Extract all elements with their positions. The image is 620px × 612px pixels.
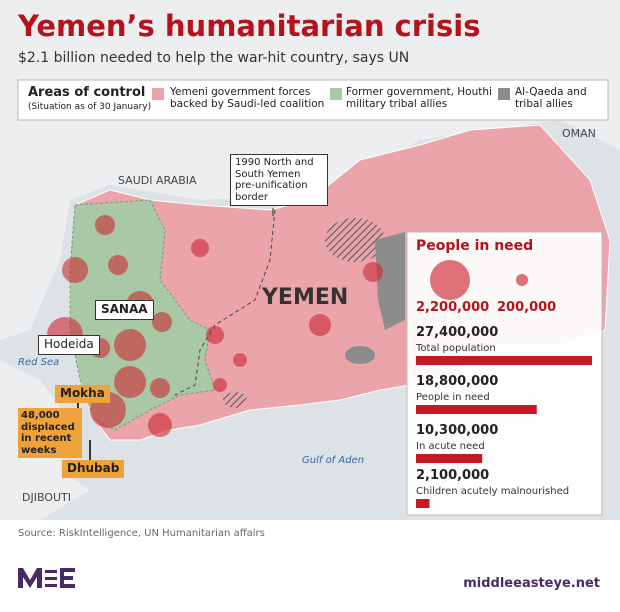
logo [18,568,75,588]
need-circle [114,366,146,398]
city-label: Dhubab [62,460,125,478]
legend-swatch [152,88,164,100]
country-label: YEMEN [262,285,349,310]
need-circle [309,314,331,336]
stat-caption: Total population [416,343,496,354]
size-legend-label: 2,200,000 [416,300,490,315]
sea-label: Gulf of Aden [302,455,365,466]
need-circle [363,262,383,282]
aq-area [345,346,375,364]
stat-bar [416,454,483,463]
legend-item: Yemeni government forces backed by Saudi… [170,86,325,111]
stat-caption: In acute need [416,441,485,452]
city-label: SANAA [95,300,154,320]
pre-unification-border [174,209,276,396]
legend-note: (Situation as of 30 January) [28,102,152,112]
size-legend-label: 200,000 [497,300,557,315]
stat-caption: Children acutely malnourished [416,486,570,497]
need-circle [108,255,128,275]
logo-part [18,568,42,588]
panel-marks [416,260,592,508]
country-label: DJIBOUTI [22,491,71,504]
aq-hatched-area [223,392,247,408]
logo-part [60,568,75,588]
footer-band [0,520,620,612]
legend-item: Former government, Houthi military triba… [346,86,492,111]
stat-value: 10,300,000 [416,423,499,438]
need-circle [191,239,209,257]
stat-bar [416,356,592,365]
city-label: Mokha [55,385,110,403]
logo-part [45,577,57,580]
stat-value: 27,400,000 [416,325,499,340]
legend-swatch [330,88,342,100]
logo-part [45,570,57,573]
callout: 1990 North and South Yemen pre-unificati… [230,154,328,206]
logo-part [18,568,23,588]
stat-bar [416,405,537,414]
need-circle [206,326,224,344]
logo-part [45,584,57,587]
need-circles [47,215,383,437]
country-label: SAUDI ARABIA [118,174,197,187]
city-label: Hodeida [38,335,100,355]
stat-value: 2,100,000 [416,468,490,483]
sea-label: Red Sea [18,357,60,368]
stat-value: 18,800,000 [416,374,499,389]
need-circle [114,329,146,361]
subtitle: $2.1 billion needed to help the war-hit … [18,50,410,66]
url: middleeasteye.net [463,576,600,591]
need-circle [148,413,172,437]
stat-caption: People in need [416,392,490,403]
stat-bar [416,499,430,508]
size-legend-circle [515,273,529,287]
aq-area [375,232,405,330]
panel-title: People in need [416,238,534,254]
title: Yemen’s humanitarian crisis [18,9,481,43]
size-legend-circle [430,260,470,300]
legend-item: Al-Qaeda and tribal allies [515,86,587,111]
need-circle [150,378,170,398]
legend-swatch [498,88,510,100]
need-circle [95,215,115,235]
need-circle [213,378,227,392]
source: Source: RiskIntelligence, UN Humanitaria… [18,528,265,539]
callout: 48,000 displaced in recent weeks [18,408,82,458]
need-circle [152,312,172,332]
need-circle [62,257,88,283]
aq-hatched-area [325,218,385,262]
legend-title: Areas of control [28,85,146,100]
legend-box [17,79,609,121]
country-label: OMAN [562,127,596,140]
need-circle [233,353,247,367]
